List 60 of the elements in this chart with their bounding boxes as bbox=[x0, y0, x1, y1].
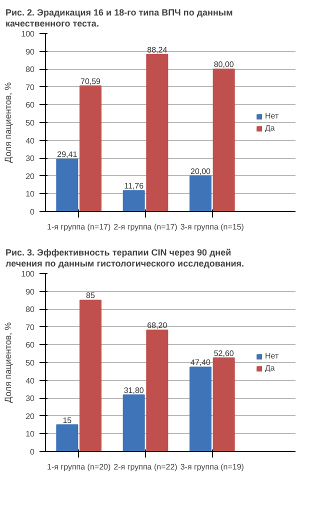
y-tick-label: 40 bbox=[26, 376, 36, 386]
data-label: 80,00 bbox=[214, 60, 234, 70]
y-tick-label: 50 bbox=[26, 358, 36, 368]
y-tick-label: 10 bbox=[26, 190, 36, 199]
data-label: 11,76 bbox=[124, 182, 144, 191]
legend-label: Нет bbox=[265, 112, 280, 120]
y-tick-label: 40 bbox=[26, 136, 36, 146]
bar bbox=[212, 68, 235, 212]
data-label: 68,20 bbox=[147, 321, 168, 330]
y-tick-label: 20 bbox=[26, 412, 36, 421]
y-tick-label: 70 bbox=[26, 82, 36, 92]
x-tick-label: 1-я группа (n=20) bbox=[47, 462, 111, 472]
bar bbox=[190, 366, 212, 452]
x-tick-label: 2-я группа (n=17) bbox=[114, 222, 178, 232]
y-tick-label: 100 bbox=[21, 30, 36, 38]
y-tick-label: 60 bbox=[26, 340, 36, 350]
y-tick-label: 90 bbox=[26, 287, 36, 296]
data-label: 47,40 bbox=[190, 358, 212, 368]
data-label: 15 bbox=[62, 416, 72, 425]
data-label: 31,80 bbox=[124, 386, 144, 395]
y-tick-label: 0 bbox=[30, 448, 36, 456]
y-tick-label: 80 bbox=[26, 65, 36, 74]
bar bbox=[56, 424, 78, 452]
y-tick-label: 80 bbox=[26, 305, 36, 314]
y-tick-label: 10 bbox=[26, 430, 36, 439]
x-tick-label: 1-я группа (n=17) bbox=[47, 222, 111, 232]
data-label: 52,60 bbox=[214, 348, 234, 358]
y-axis-title: Доля пациентов, % bbox=[3, 322, 14, 403]
bar bbox=[80, 300, 102, 452]
bar bbox=[212, 357, 235, 452]
y-tick-label: 30 bbox=[26, 154, 36, 164]
chart-title: Рис. 2. Эрадикация 16 и 18-го типа ВПЧ по данным качественного теста. bbox=[6, 8, 234, 28]
legend-label: Да bbox=[265, 364, 276, 372]
y-tick-label: 90 bbox=[26, 47, 36, 56]
data-label: 70,59 bbox=[80, 76, 102, 86]
data-label: 85 bbox=[86, 291, 96, 300]
y-axis-title: Доля пациентов, % bbox=[3, 82, 14, 163]
y-tick-label: 70 bbox=[26, 322, 36, 332]
data-label: 88,24 bbox=[147, 45, 168, 54]
bar bbox=[122, 394, 145, 452]
y-tick-label: 20 bbox=[26, 172, 36, 181]
data-label: 20,00 bbox=[190, 166, 212, 176]
legend-label: Нет bbox=[265, 352, 280, 360]
bar bbox=[56, 158, 78, 212]
x-tick-label: 3-я группа (n=19) bbox=[180, 462, 244, 472]
bar bbox=[190, 175, 212, 212]
data-label: 29,41 bbox=[57, 150, 78, 160]
y-tick-label: 100 bbox=[21, 270, 36, 278]
y-tick-label: 0 bbox=[30, 208, 36, 216]
bar bbox=[122, 190, 145, 212]
chart-title: Рис. 3. Эффективность терапии CIN через 90 дней лечения по данным гистологического исследования. bbox=[6, 248, 244, 268]
bar bbox=[146, 330, 168, 452]
x-tick-label: 3-я группа (n=15) bbox=[180, 222, 244, 232]
y-tick-label: 60 bbox=[26, 100, 36, 110]
y-tick-label: 50 bbox=[26, 118, 36, 128]
y-tick-label: 30 bbox=[26, 394, 36, 404]
legend-label: Да bbox=[265, 124, 276, 132]
bar bbox=[146, 54, 168, 212]
x-tick-label: 2-я группа (n=22) bbox=[114, 462, 178, 472]
bar bbox=[80, 85, 102, 212]
